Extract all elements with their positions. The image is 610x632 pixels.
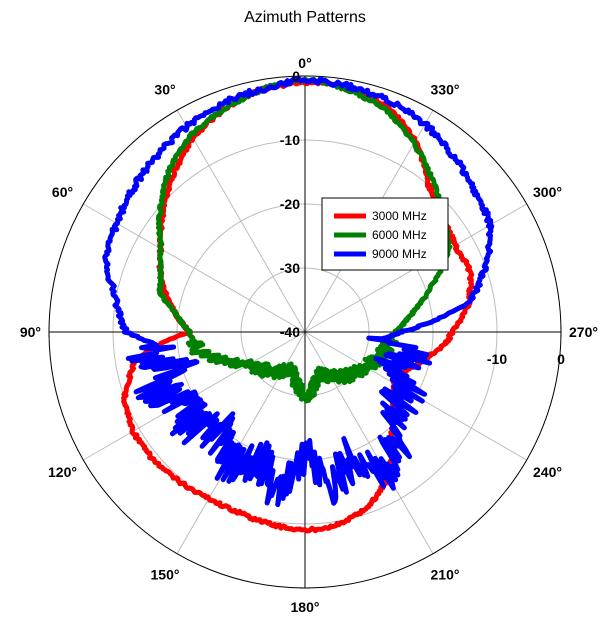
legend-label-2: 9000 MHz	[372, 247, 427, 261]
series-layer	[102, 75, 495, 534]
chart-title: Azimuth Patterns	[244, 9, 366, 26]
angle-label-120: 120°	[48, 464, 77, 480]
axis-labels: 0° 30° 60° 90° 120° 150° 180° 210° 240° 270° 300° 3…	[20, 55, 598, 615]
series-6000-mhz-line	[155, 76, 453, 404]
angle-label-30: 30°	[154, 82, 175, 98]
angle-label-90: 90°	[20, 324, 41, 340]
angle-label-330: 330°	[431, 82, 460, 98]
series-9000-mhz-line	[102, 75, 495, 508]
legend-label-1: 6000 MHz	[372, 228, 427, 242]
radial-label-vertical: 0	[292, 68, 300, 84]
angle-label-240: 240°	[533, 464, 562, 480]
angle-label-180: 180°	[291, 599, 320, 615]
angle-label-0: 0°	[298, 55, 311, 71]
angle-label-210: 210°	[431, 566, 460, 582]
radial-label-horizontal: 0	[557, 351, 565, 367]
radial-label-horizontal: -10	[487, 351, 507, 367]
angle-label-150: 150°	[151, 566, 180, 582]
radial-label-vertical: -10	[280, 132, 300, 148]
angle-label-300: 300°	[533, 184, 562, 200]
radial-label-vertical: -40	[280, 324, 300, 340]
legend-label-0: 3000 MHz	[372, 209, 427, 223]
radial-label-vertical: -30	[280, 260, 300, 276]
angle-label-60: 60°	[52, 184, 73, 200]
angle-label-270: 270°	[569, 324, 598, 340]
legend: 3000 MHz 6000 MHz 9000 MHz	[321, 197, 449, 271]
radial-label-vertical: -20	[280, 196, 300, 212]
